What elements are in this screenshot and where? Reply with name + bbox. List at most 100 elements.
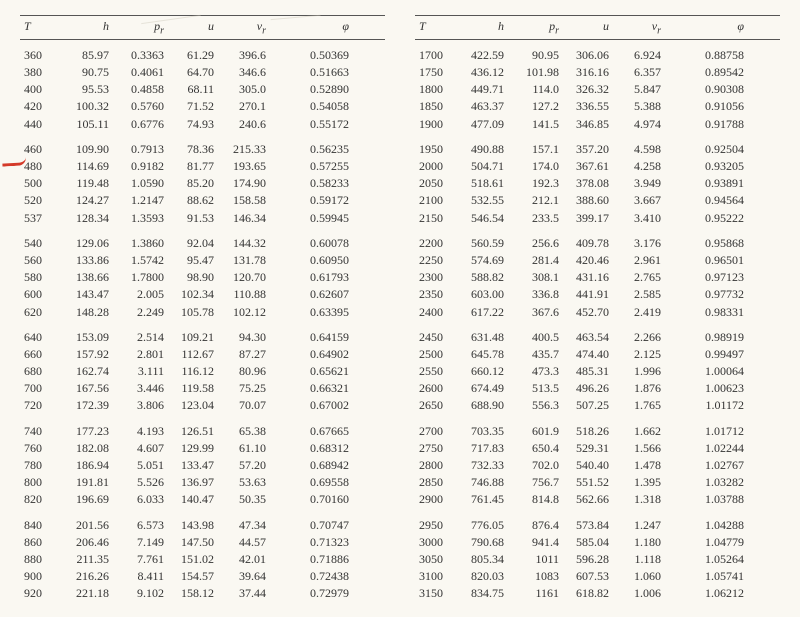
table-cell: 6.033 [109,491,164,507]
table-cell: 191.81 [59,474,109,490]
table-row: 640153.092.514109.2194.300.64159 [20,328,385,345]
table-row: 2550660.12473.3485.311.9961.00064 [415,363,780,380]
table-cell: 136.97 [164,474,214,490]
table-cell: 119.58 [164,380,214,396]
right-table: Thpruvrφ1700422.5990.95306.066.9240.8875… [415,15,780,602]
table-cell: 114.69 [59,158,109,174]
table-cell: 2300 [415,269,454,285]
table-cell: 193.65 [214,158,266,174]
table-cell: 4.193 [109,423,164,439]
table-cell: 74.93 [164,116,214,132]
table-cell: 128.34 [59,210,109,226]
table-cell: 85.97 [59,47,109,63]
table-cell: 144.32 [214,235,266,251]
table-wrap: Thpruvrφ36085.970.336361.29396.60.503693… [20,15,780,602]
table-cell: 631.48 [454,329,504,345]
table-cell: 114.0 [504,81,559,97]
group-gap [20,414,385,422]
table-cell: 100.32 [59,98,109,114]
table-cell: 1.02767 [661,457,744,473]
table-cell: 206.46 [59,534,109,550]
table-cell: 920 [20,585,59,601]
table-row: 2600674.49513.5496.261.8761.00623 [415,380,780,397]
table-cell: 3.176 [609,235,661,251]
table-cell: 1.765 [609,397,661,413]
table-cell: 2.419 [609,304,661,320]
table-cell: 0.93205 [661,158,744,174]
column-header: u [559,19,609,36]
table-row: 1950490.88157.1357.204.5980.92504 [415,140,780,157]
table-cell: 0.98919 [661,329,744,345]
table-cell: 81.77 [164,158,214,174]
table-cell: 650.4 [504,440,559,456]
table-cell: 1.00623 [661,380,744,396]
table-cell: 1.0590 [109,175,164,191]
table-cell: 3050 [415,551,454,567]
group-gap [20,508,385,516]
table-cell: 518.26 [559,423,609,439]
table-cell: 68.11 [164,81,214,97]
table-cell: 0.58233 [266,175,349,191]
table-cell: 440 [20,116,59,132]
table-cell: 507.25 [559,397,609,413]
table-cell: 221.18 [59,585,109,601]
table-cell: 211.35 [59,551,109,567]
table-cell: 346.85 [559,116,609,132]
group-gap [20,320,385,328]
table-cell: 0.99497 [661,346,744,362]
table-cell: 143.47 [59,286,109,302]
table-cell: 0.52890 [266,81,349,97]
table-row: 3000790.68941.4585.041.1801.04779 [415,533,780,550]
table-cell: 158.12 [164,585,214,601]
table-cell: 148.28 [59,304,109,320]
table-cell: 158.58 [214,192,266,208]
table-cell: 0.60078 [266,235,349,251]
table-cell: 0.9182 [109,158,164,174]
table-cell: 2.125 [609,346,661,362]
table-cell: 92.04 [164,235,214,251]
table-cell: 480 [20,158,59,174]
table-cell: 422.59 [454,47,504,63]
table-cell: 270.1 [214,98,266,114]
table-cell: 281.4 [504,252,559,268]
table-cell: 860 [20,534,59,550]
table-cell: 0.6776 [109,116,164,132]
table-cell: 518.61 [454,175,504,191]
table-cell: 0.67665 [266,423,349,439]
table-cell: 1800 [415,81,454,97]
table-row: 540129.061.386092.04144.320.60078 [20,234,385,251]
table-cell: 674.49 [454,380,504,396]
table-cell: 129.06 [59,235,109,251]
table-cell: 814.8 [504,491,559,507]
table-cell: 326.32 [559,81,609,97]
table-row: 36085.970.336361.29396.60.50369 [20,46,385,63]
table-cell: 0.4858 [109,81,164,97]
table-cell: 388.60 [559,192,609,208]
table-cell: 0.3363 [109,47,164,63]
table-cell: 3.446 [109,380,164,396]
table-cell: 162.74 [59,363,109,379]
table-row: 460109.900.791378.36215.330.56235 [20,140,385,157]
table-cell: 0.68942 [266,457,349,473]
table-cell: 88.62 [164,192,214,208]
table-row: 900216.268.411154.5739.640.72438 [20,568,385,585]
table-cell: 717.83 [454,440,504,456]
table-cell: 0.60950 [266,252,349,268]
table-cell: 607.53 [559,568,609,584]
table-cell: 90.75 [59,64,109,80]
table-cell: 8.411 [109,568,164,584]
table-cell: 0.4061 [109,64,164,80]
table-cell: 2.249 [109,304,164,320]
table-cell: 378.08 [559,175,609,191]
table-cell: 900 [20,568,59,584]
table-cell: 177.23 [59,423,109,439]
table-cell: 1900 [415,116,454,132]
table-cell: 1.06212 [661,585,744,601]
table-row: 860206.467.149147.5044.570.71323 [20,533,385,550]
table-cell: 0.50369 [266,47,349,63]
table-cell: 460 [20,141,59,157]
table-cell: 123.04 [164,397,214,413]
table-cell: 0.94564 [661,192,744,208]
table-cell: 110.88 [214,286,266,302]
table-cell: 473.3 [504,363,559,379]
